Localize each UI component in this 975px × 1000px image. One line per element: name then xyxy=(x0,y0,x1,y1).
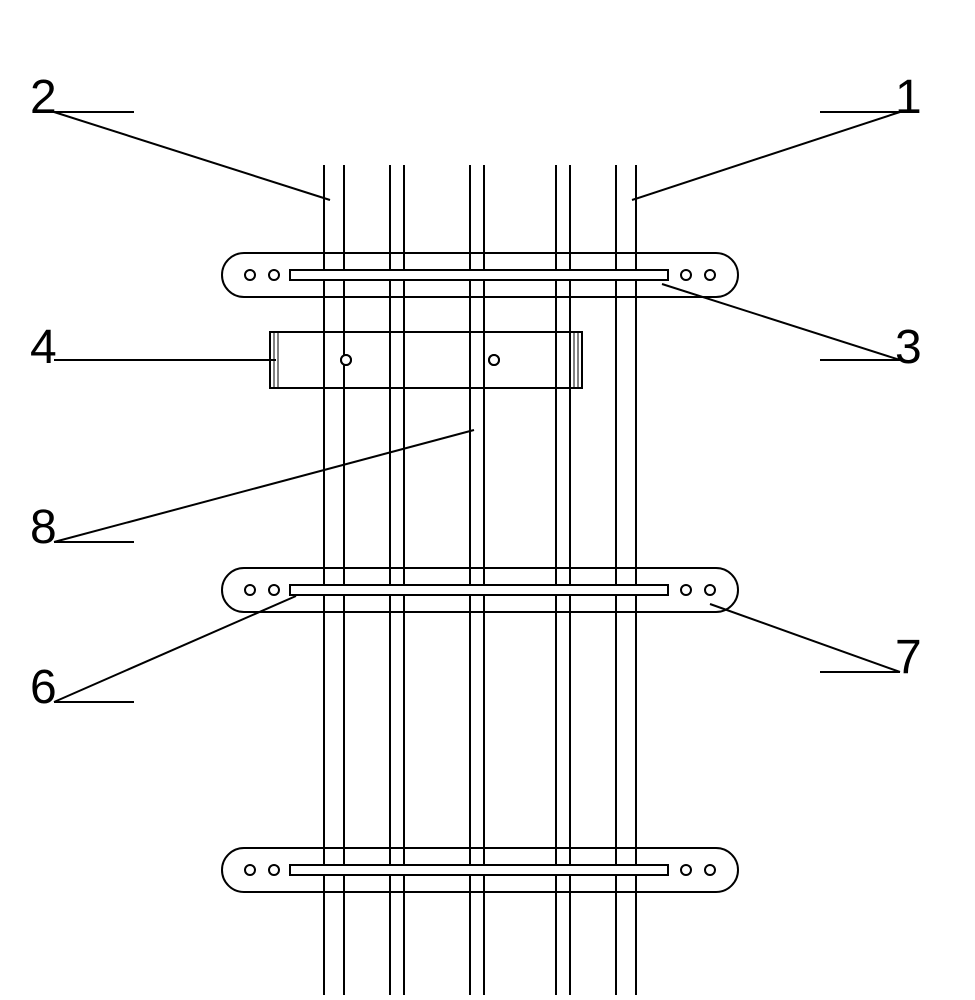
callout-label-4: 4 xyxy=(30,320,57,375)
callout-label-3: 3 xyxy=(895,320,922,375)
callout-label-2: 2 xyxy=(30,70,57,125)
callout-label-7: 7 xyxy=(895,630,922,685)
technical-diagram: 2 1 4 3 8 7 6 xyxy=(0,0,975,1000)
diagram-svg xyxy=(0,0,975,1000)
callout-label-1: 1 xyxy=(895,70,922,125)
callout-label-6: 6 xyxy=(30,660,57,715)
callout-label-8: 8 xyxy=(30,500,57,555)
